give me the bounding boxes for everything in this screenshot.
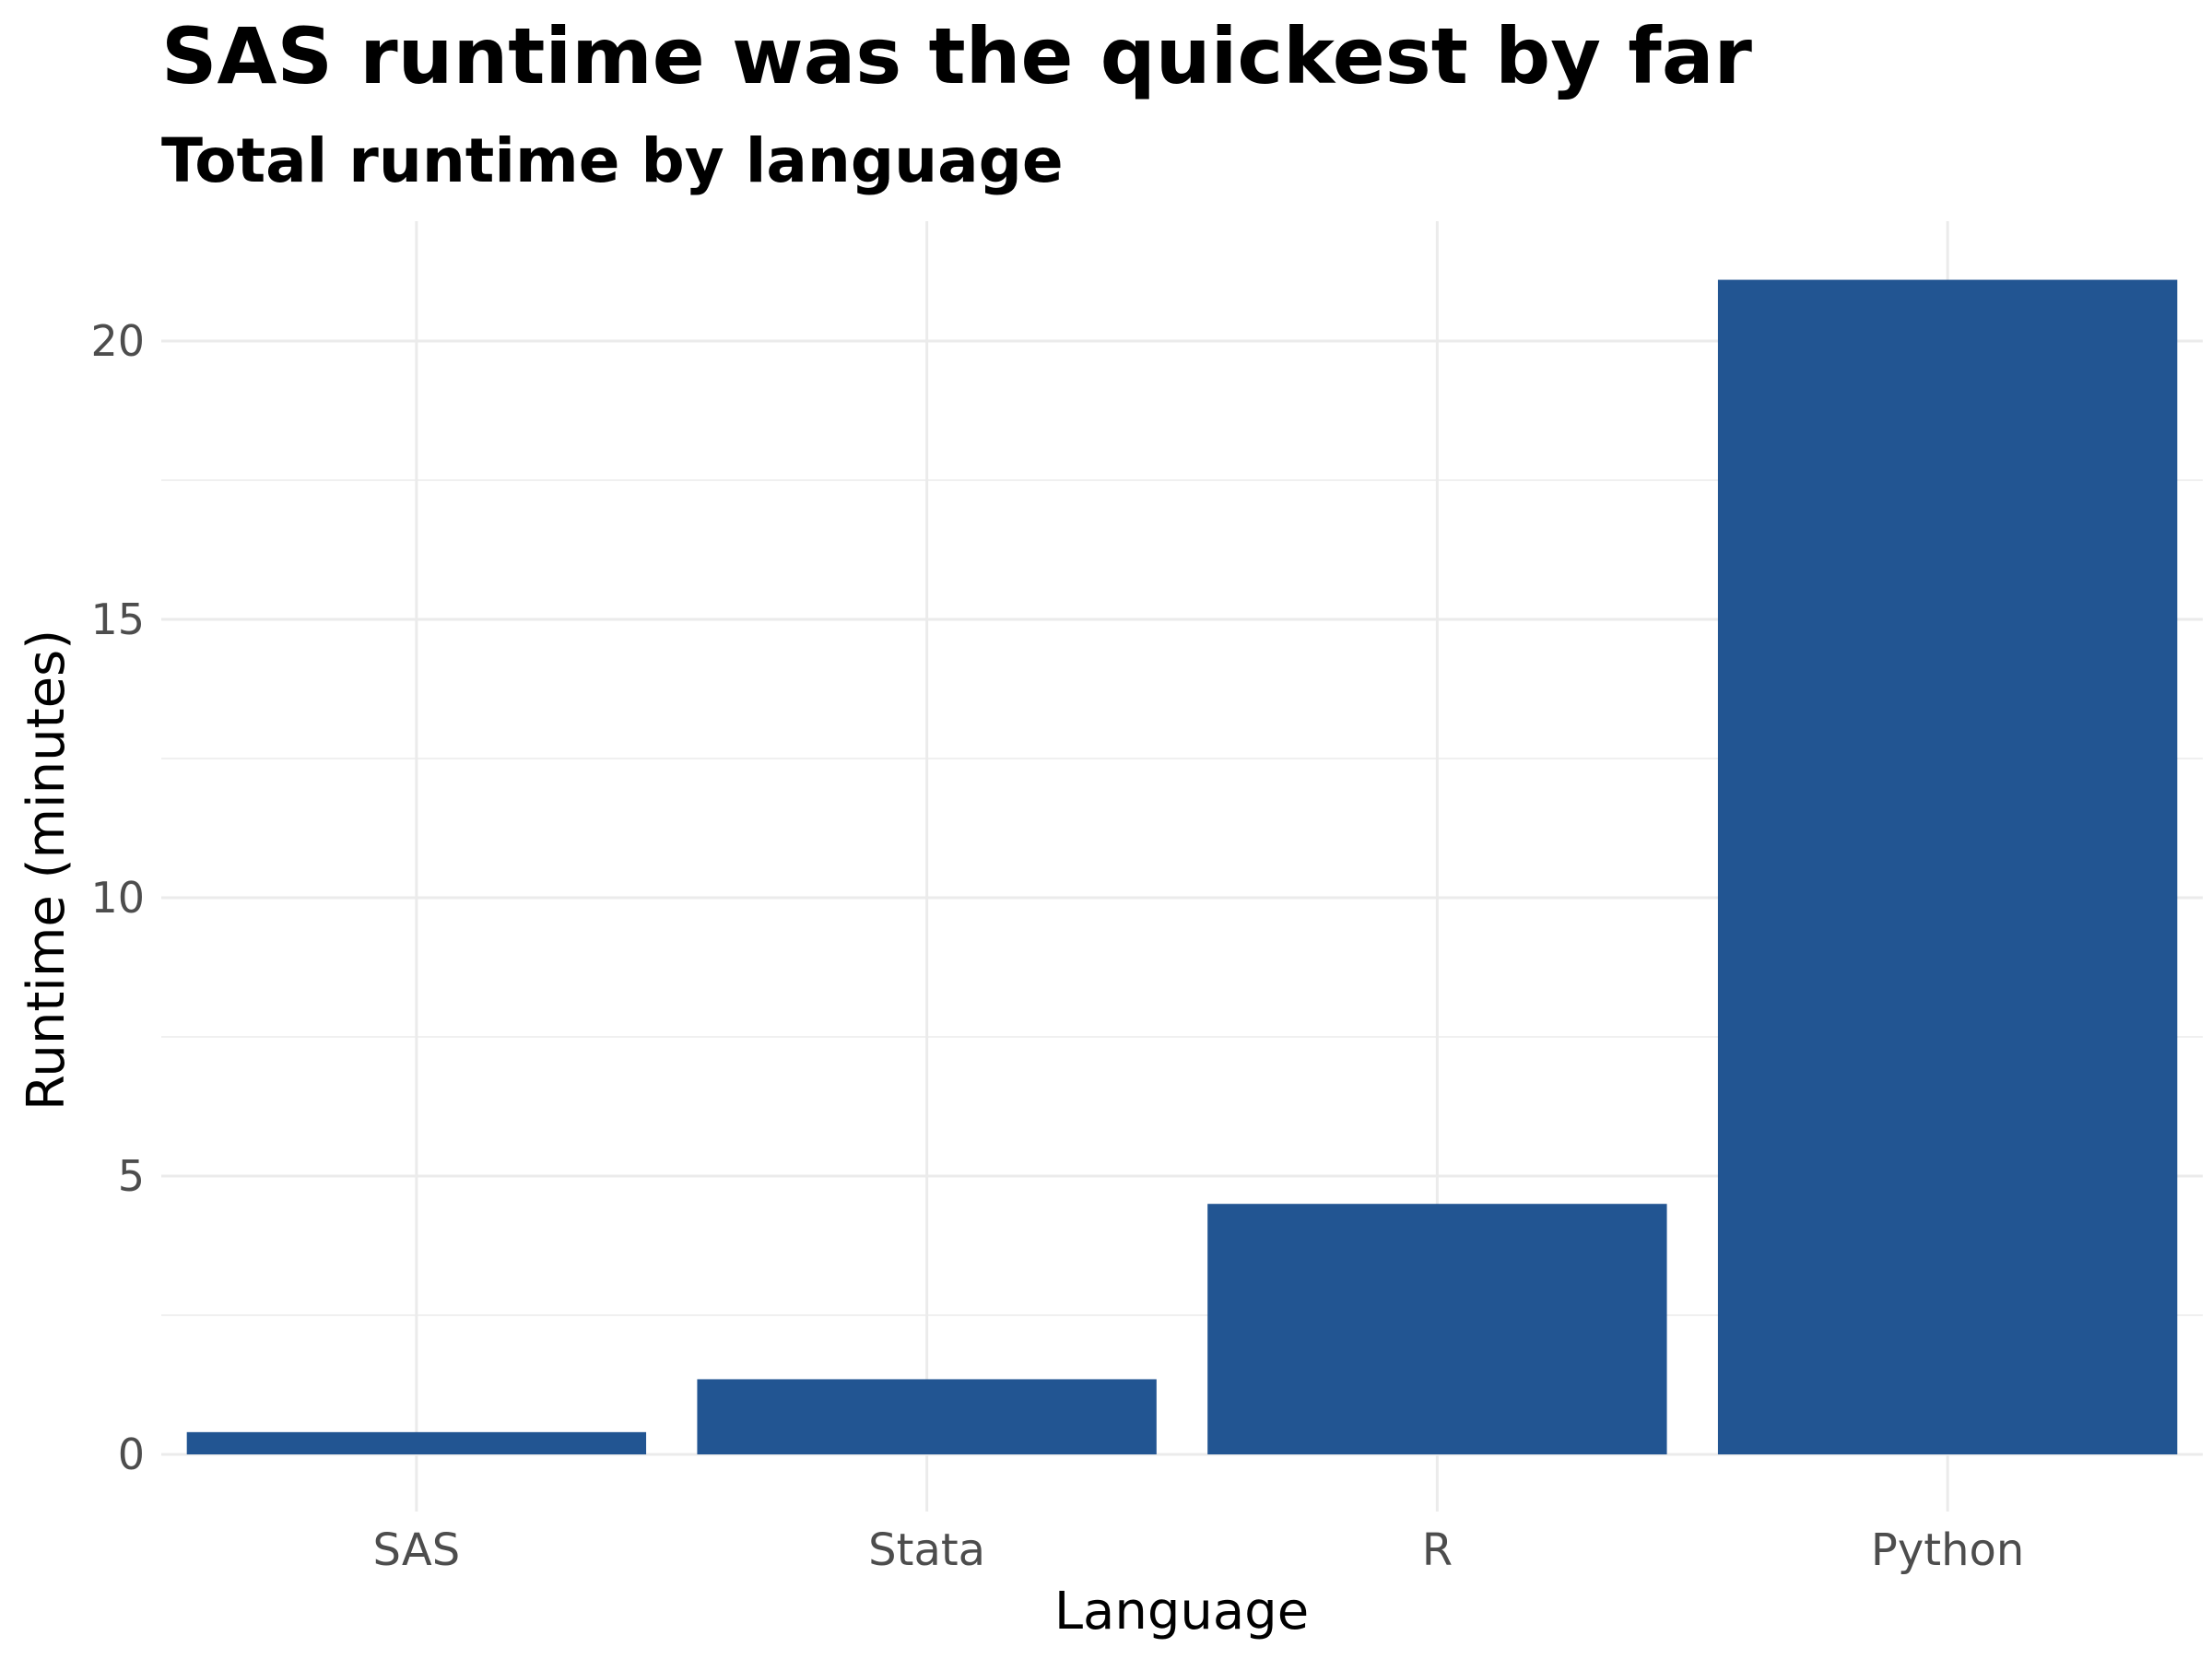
bar-stata — [697, 1379, 1157, 1454]
x-tick-label: Python — [1871, 1524, 2024, 1576]
bar-python — [1717, 279, 2178, 1454]
x-tick-label: SAS — [373, 1524, 461, 1576]
y-axis-tick-labels: 0 5 10 15 20 — [90, 316, 145, 1479]
y-axis-title: Runtime (minutes) — [17, 629, 76, 1111]
y-tick-label: 15 — [90, 594, 145, 644]
x-tick-label: R — [1422, 1524, 1453, 1576]
bars — [186, 279, 2178, 1454]
bar-r — [1207, 1204, 1667, 1454]
chart-title: SAS runtime was the quickest by far — [161, 11, 1753, 101]
y-tick-label: 0 — [118, 1430, 145, 1479]
chart-subtitle: Total runtime by language — [161, 125, 1064, 196]
x-tick-label: Stata — [868, 1524, 985, 1576]
y-tick-label: 10 — [90, 873, 145, 923]
y-tick-label: 5 — [118, 1151, 145, 1201]
bar-sas — [186, 1431, 647, 1454]
x-axis-title: Language — [1054, 1582, 1309, 1641]
x-axis-tick-labels: SAS Stata R Python — [373, 1524, 2025, 1576]
y-tick-label: 20 — [90, 316, 145, 366]
